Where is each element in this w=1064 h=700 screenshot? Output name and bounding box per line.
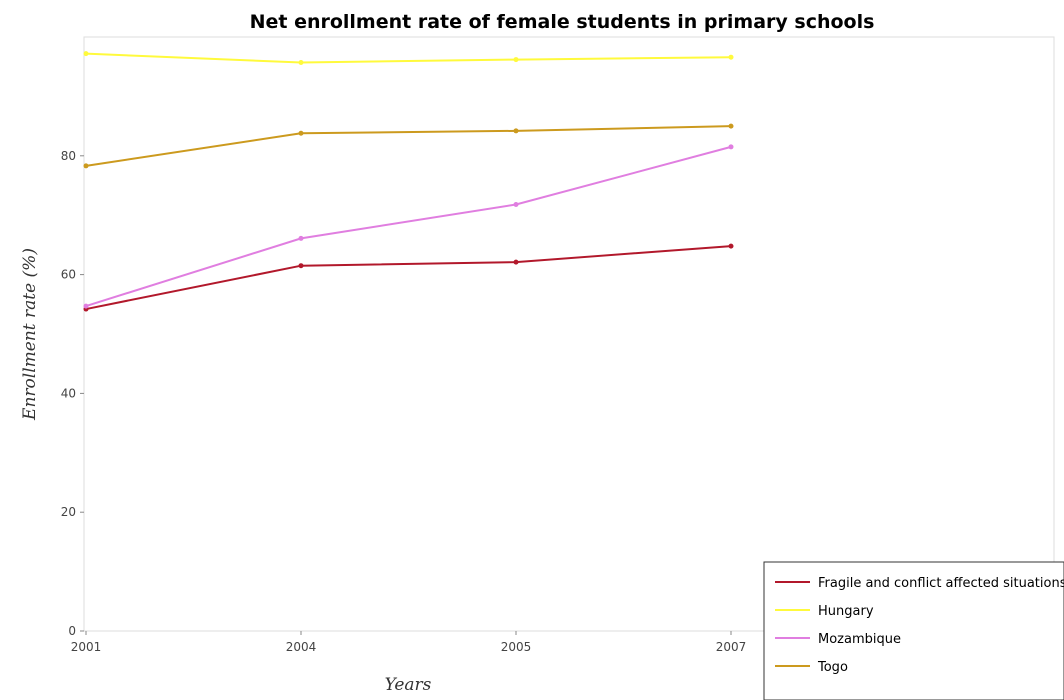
legend-label: Hungary xyxy=(818,604,874,619)
y-tick-label: 40 xyxy=(61,386,76,400)
chart-title: Net enrollment rate of female students i… xyxy=(250,11,875,33)
data-point xyxy=(513,128,519,134)
x-axis-label: Years xyxy=(385,675,432,695)
y-tick-label: 80 xyxy=(61,149,76,163)
series-line-2 xyxy=(85,145,732,308)
y-axis-label: Enrollment rate (%) xyxy=(20,248,40,421)
data-point xyxy=(83,303,89,309)
data-point xyxy=(728,144,734,150)
data-point xyxy=(513,57,519,63)
data-point xyxy=(298,263,304,269)
x-axis: 2001 2004 2005 2007 xyxy=(71,631,747,654)
data-point xyxy=(728,123,734,129)
series-line-0 xyxy=(85,245,732,311)
x-tick-label: 2005 xyxy=(501,640,532,654)
data-point xyxy=(83,163,89,169)
data-point xyxy=(298,235,304,241)
legend: Fragile and conflict affected situations… xyxy=(763,561,1064,700)
data-point xyxy=(83,51,89,57)
legend-label: Mozambique xyxy=(818,632,901,647)
data-point xyxy=(728,243,734,249)
series-layer xyxy=(83,51,734,312)
x-tick-label: 2001 xyxy=(71,640,102,654)
y-axis: 0 20 40 60 80 xyxy=(61,149,84,638)
data-point xyxy=(513,259,519,265)
y-tick-label: 20 xyxy=(61,505,76,519)
legend-label: Togo xyxy=(817,660,848,675)
data-point xyxy=(298,130,304,136)
plot-area xyxy=(83,36,1055,632)
data-point xyxy=(728,54,734,60)
x-tick-label: 2004 xyxy=(286,640,317,654)
y-tick-label: 60 xyxy=(61,268,76,282)
legend-label: Fragile and conflict affected situations xyxy=(818,576,1064,591)
series-line-3 xyxy=(85,125,732,167)
data-point xyxy=(513,202,519,208)
legend-box xyxy=(763,561,1064,700)
series-line-1 xyxy=(85,52,732,64)
data-point xyxy=(298,60,304,66)
y-tick-label: 0 xyxy=(68,624,76,638)
x-tick-label: 2007 xyxy=(716,640,747,654)
